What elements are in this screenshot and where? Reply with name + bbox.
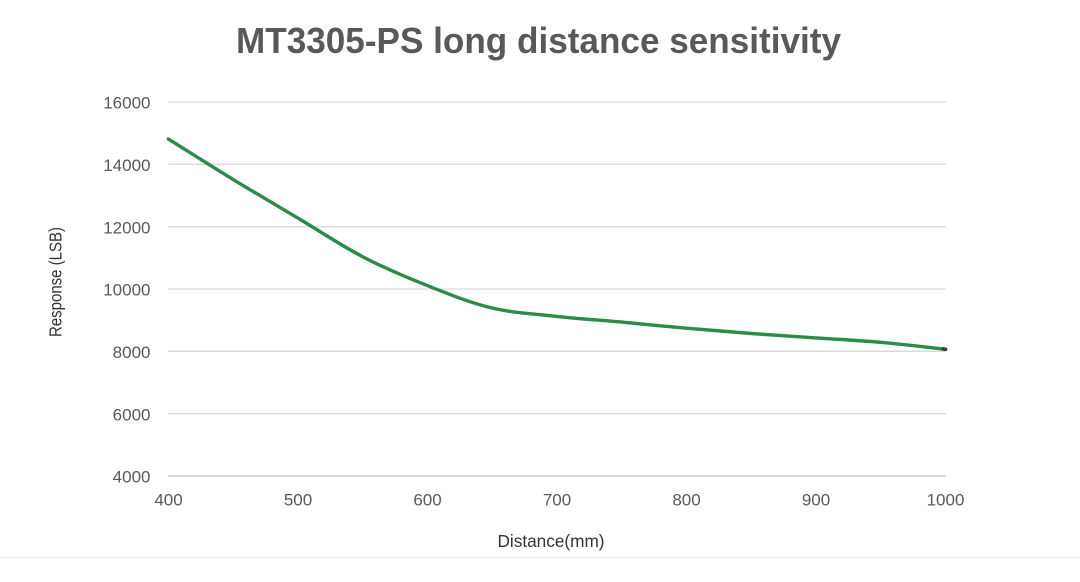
svg-text:700: 700 (543, 491, 571, 510)
svg-text:10000: 10000 (103, 281, 150, 300)
svg-text:500: 500 (284, 491, 312, 510)
svg-text:Response (LSB): Response (LSB) (46, 227, 66, 337)
svg-text:6000: 6000 (113, 405, 151, 424)
svg-text:900: 900 (802, 491, 830, 510)
svg-text:8000: 8000 (113, 343, 151, 362)
svg-text:800: 800 (672, 491, 700, 510)
svg-text:1000: 1000 (927, 491, 965, 510)
svg-text:4000: 4000 (113, 468, 151, 487)
svg-text:12000: 12000 (103, 218, 150, 237)
svg-text:MT3305-PS long distance sensit: MT3305-PS long distance sensitivity (236, 20, 841, 61)
svg-text:600: 600 (413, 491, 441, 510)
svg-text:Distance(mm): Distance(mm) (498, 531, 605, 551)
svg-text:14000: 14000 (103, 156, 150, 175)
svg-text:16000: 16000 (103, 94, 150, 113)
svg-text:400: 400 (154, 491, 182, 510)
